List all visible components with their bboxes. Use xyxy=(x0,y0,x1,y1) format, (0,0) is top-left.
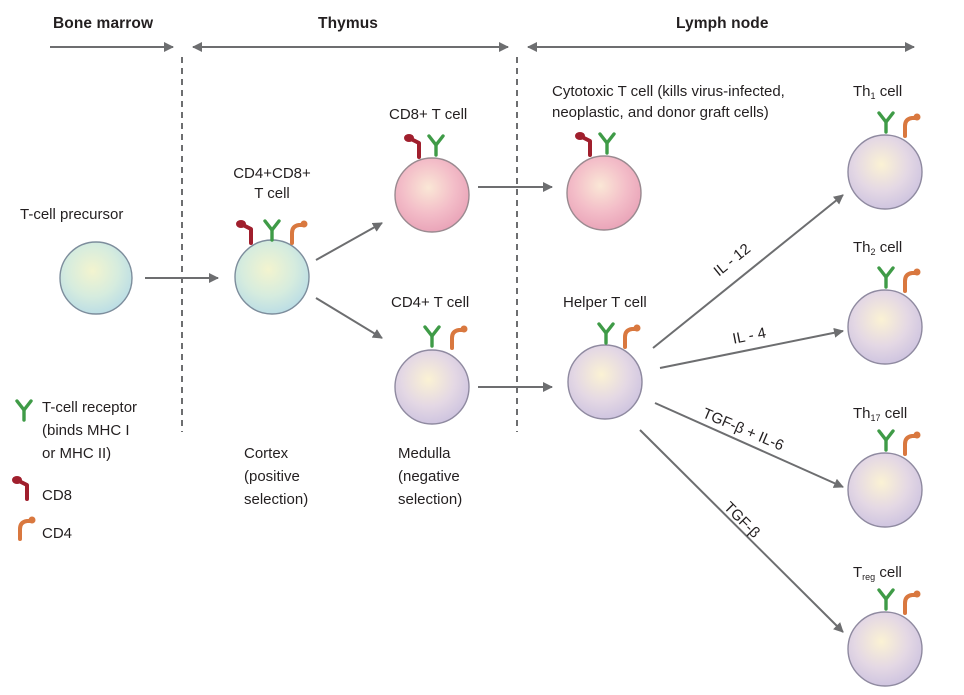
cd8-t-cell xyxy=(394,132,470,233)
tcr-marker xyxy=(423,325,441,348)
legend-cd8-icon xyxy=(10,474,29,501)
label-treg-cell: Treg cell xyxy=(853,564,902,582)
label-cytotoxic-2: neoplastic, and donor graft cells) xyxy=(552,104,769,121)
cd4-t-cell xyxy=(394,323,470,425)
tcr-marker xyxy=(427,134,445,157)
arrow-dp-to-cd8 xyxy=(315,222,383,261)
th17-cell xyxy=(847,429,923,528)
label-medulla-2: (negative xyxy=(398,468,460,485)
arrow-helper-to-th17 xyxy=(654,402,844,488)
label-cortex-3: selection) xyxy=(244,491,309,508)
cd4-marker xyxy=(450,323,470,350)
tcr-marker xyxy=(597,322,615,345)
arrow-helper-to-th2 xyxy=(659,327,844,369)
label-th2-cell: Th2 cell xyxy=(853,239,903,257)
cd8-marker xyxy=(573,130,592,157)
region-thymus: Thymus xyxy=(318,15,379,32)
label-cortex-2: (positive xyxy=(244,468,300,485)
cd8-marker xyxy=(234,218,253,245)
label-cd8-t-cell: CD8+ T cell xyxy=(389,106,468,123)
legend-tcr-label-3: or MHC II) xyxy=(42,445,112,462)
tcr-marker xyxy=(877,266,895,289)
cytotoxic-t-cell xyxy=(566,130,642,231)
tcr-marker xyxy=(263,219,281,242)
arrow-helper-to-treg xyxy=(639,429,844,633)
legend-cd4-icon xyxy=(18,514,38,541)
helper-t-cell xyxy=(567,322,643,420)
cd4-marker xyxy=(903,429,923,456)
th1-cell xyxy=(847,111,923,210)
cd4-marker xyxy=(903,111,923,138)
label-medulla-3: selection) xyxy=(398,491,463,508)
cd4-marker xyxy=(290,218,310,245)
th2-cell xyxy=(847,266,923,365)
legend-cd4-label: CD4 xyxy=(42,525,73,542)
label-cd4-t-cell: CD4+ T cell xyxy=(391,294,470,311)
cd4-marker xyxy=(903,266,923,293)
label-cortex-1: Cortex xyxy=(244,445,289,462)
label-precursor: T-cell precursor xyxy=(20,206,124,223)
label-th1-cell: Th1 cell xyxy=(853,83,903,101)
region-lymph-node: Lymph node xyxy=(676,15,769,32)
legend-tcr-icon xyxy=(15,399,33,422)
legend-tcr-label-1: T-cell receptor xyxy=(42,399,138,416)
region-bone-marrow: Bone marrow xyxy=(53,15,154,32)
arrow-dp-to-cd4 xyxy=(315,297,383,339)
label-th17-cell: Th17 cell xyxy=(853,405,908,423)
label-cytotoxic-1: Cytotoxic T cell (kills virus-infected, xyxy=(552,83,785,100)
legend-tcr-label-2: (binds MHC I xyxy=(42,422,130,439)
label-double-positive-2: T cell xyxy=(254,185,290,202)
tcr-marker xyxy=(877,429,895,452)
label-helper-t-cell: Helper T cell xyxy=(563,294,647,311)
label-medulla-1: Medulla xyxy=(398,445,451,462)
cd4-marker xyxy=(623,322,643,349)
tcr-marker xyxy=(877,111,895,134)
cd4-marker xyxy=(903,588,923,615)
precursor-cell xyxy=(59,241,133,315)
treg-cell xyxy=(847,588,923,687)
cd8-marker xyxy=(402,132,421,159)
label-double-positive-1: CD4+CD8+ xyxy=(233,165,311,182)
tcr-marker xyxy=(877,588,895,611)
legend-cd8-label: CD8 xyxy=(42,487,73,504)
tcr-marker xyxy=(598,132,616,155)
double-positive-cell xyxy=(234,218,310,315)
arrow-helper-to-th1 xyxy=(652,194,844,349)
